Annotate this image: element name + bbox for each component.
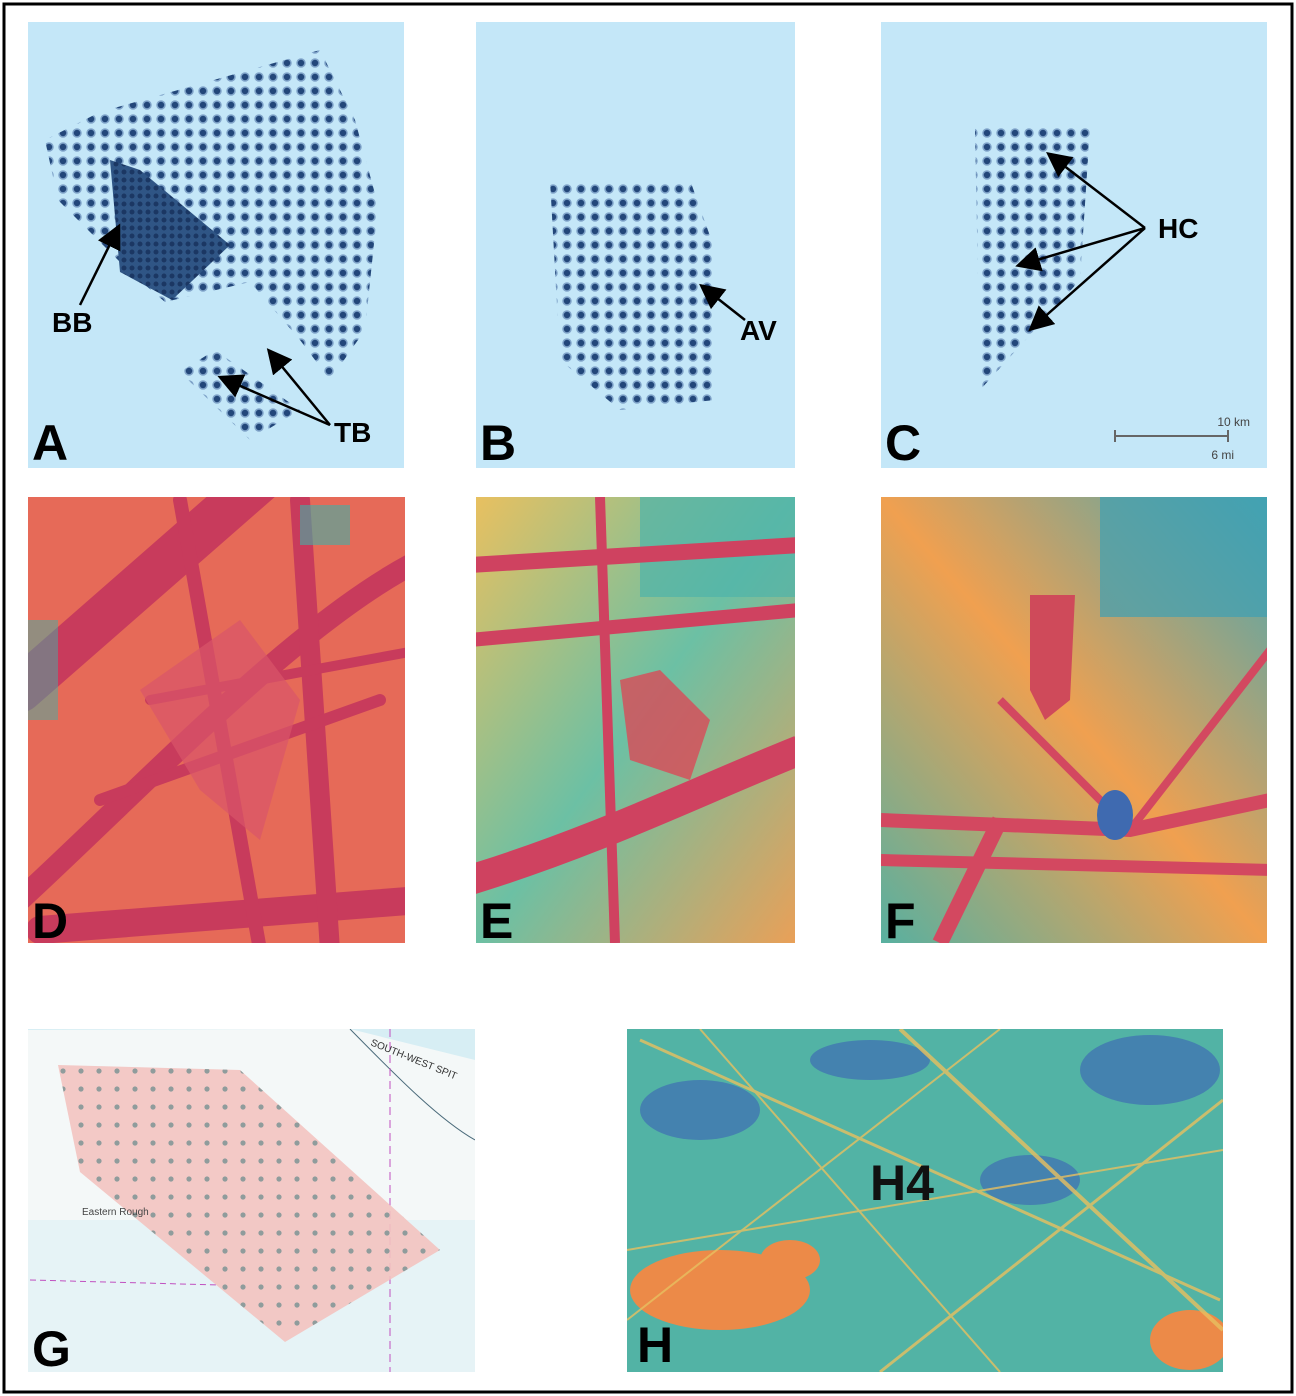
- scale-label: 10 km: [1217, 415, 1250, 429]
- scale-label: 6 mi: [1211, 448, 1234, 462]
- annotation: H4: [870, 1155, 934, 1211]
- panel-letter: C: [885, 415, 921, 471]
- panel-g: SOUTH-WEST SPIT Eastern Rough G: [28, 1029, 475, 1377]
- panel-letter: F: [885, 893, 916, 949]
- figure: BB TB A AV B HC 10 km 6 mi C D E F SOUTH…: [0, 0, 1296, 1396]
- annotation: BB: [52, 307, 92, 338]
- panel-f: F: [881, 497, 1270, 949]
- panel-c: HC 10 km 6 mi C: [881, 22, 1267, 471]
- panel-b: AV B: [476, 22, 795, 471]
- panel-a: BB TB A: [28, 22, 404, 471]
- panel-d: D: [20, 480, 420, 950]
- map-text: Eastern Rough: [82, 1207, 149, 1218]
- panel-letter: E: [480, 893, 513, 949]
- panel-e: E: [470, 497, 800, 949]
- annotation: HC: [1158, 213, 1198, 244]
- panel-letter: B: [480, 415, 516, 471]
- panel-h: H4 H: [627, 1029, 1230, 1373]
- panel-letter: G: [32, 1321, 71, 1377]
- panel-letter: A: [32, 415, 68, 471]
- annotation: AV: [740, 315, 777, 346]
- panel-letter: D: [32, 893, 68, 949]
- annotation: TB: [334, 417, 371, 448]
- panel-letter: H: [637, 1317, 673, 1373]
